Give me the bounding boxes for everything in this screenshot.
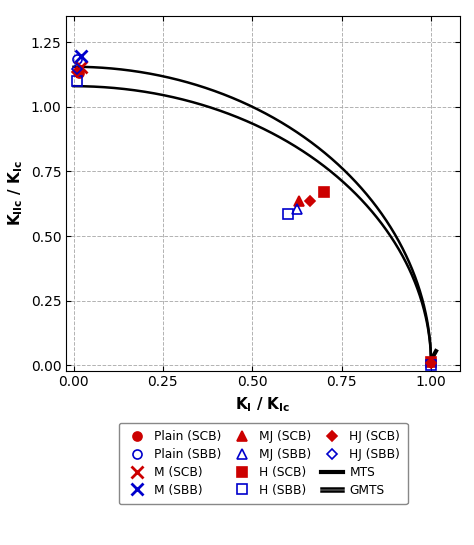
Y-axis label: $\mathbf{K_{IIc}\ /\ K_{Ic}}$: $\mathbf{K_{IIc}\ /\ K_{Ic}}$ xyxy=(7,161,25,226)
X-axis label: $\mathbf{K_I\ /\ K_{Ic}}$: $\mathbf{K_I\ /\ K_{Ic}}$ xyxy=(236,395,291,414)
Legend: Plain (SCB), Plain (SBB), M (SCB), M (SBB), MJ (SCB), MJ (SBB), H (SCB), H (SBB): Plain (SCB), Plain (SBB), M (SCB), M (SB… xyxy=(118,423,408,504)
